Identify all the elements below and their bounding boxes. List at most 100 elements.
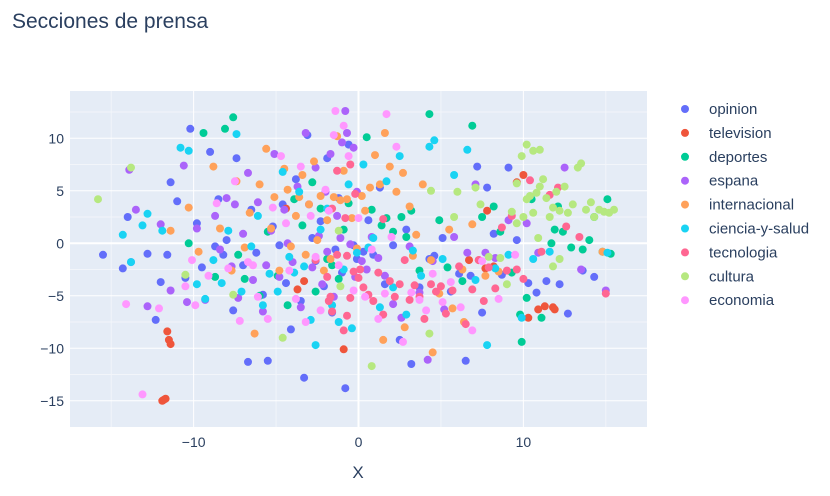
point-ciencia-y-salud — [127, 258, 135, 267]
y-tick-label: 10 — [48, 130, 64, 146]
legend-marker — [681, 248, 689, 257]
point-tecnologia — [410, 281, 419, 290]
point-cultura — [532, 188, 541, 197]
point-opinion — [532, 288, 541, 297]
point-economia — [438, 298, 447, 307]
point-internacional — [184, 203, 193, 212]
point-tecnologia — [379, 215, 388, 224]
legend-item-deportes[interactable]: deportes — [681, 149, 767, 166]
point-opinion — [99, 250, 107, 259]
point-opinion — [483, 183, 492, 192]
point-economia — [306, 211, 315, 220]
point-opinion — [291, 175, 300, 184]
point-opinion — [229, 306, 238, 315]
point-economia — [277, 152, 285, 161]
point-opinion — [590, 272, 599, 281]
point-espana — [192, 224, 201, 233]
point-internacional — [209, 162, 218, 171]
point-cultura — [367, 362, 376, 371]
point-tecnologia — [343, 311, 351, 320]
point-tecnologia — [390, 292, 399, 301]
point-espana — [349, 143, 358, 152]
point-deportes — [489, 202, 498, 211]
point-economia — [331, 107, 340, 115]
legend-item-cultura[interactable]: cultura — [681, 268, 755, 285]
point-internacional — [194, 247, 203, 256]
point-deportes — [547, 239, 556, 248]
point-tecnologia — [441, 309, 450, 318]
point-tecnologia — [395, 280, 404, 289]
point-opinion — [197, 263, 206, 272]
point-deportes — [199, 129, 208, 137]
point-ciencia-y-salud — [209, 256, 218, 265]
point-tecnologia — [405, 295, 414, 304]
point-opinion — [512, 236, 521, 245]
point-tecnologia — [359, 283, 368, 292]
x-tick-label: 10 — [516, 434, 532, 450]
point-ciencia-y-salud — [517, 313, 526, 322]
point-tecnologia — [420, 314, 429, 323]
point-cultura — [529, 146, 538, 155]
point-opinion — [438, 234, 447, 242]
point-tecnologia — [354, 273, 363, 282]
point-ciencia-y-salud — [463, 145, 472, 154]
legend-label: ciencia-y-salud — [709, 221, 809, 238]
point-opinion — [118, 264, 127, 273]
point-cultura — [476, 200, 485, 209]
point-cultura — [549, 203, 557, 212]
point-opinion — [402, 225, 411, 234]
point-ciencia-y-salud — [402, 310, 411, 319]
point-espana — [343, 129, 351, 137]
point-opinion — [173, 197, 182, 206]
point-internacional — [427, 256, 435, 265]
point-tecnologia — [333, 250, 342, 259]
point-opinion — [186, 124, 195, 133]
point-opinion — [232, 154, 241, 163]
legend[interactable]: opinion television deportes espana internaci… — [681, 101, 809, 309]
point-espana — [262, 261, 271, 270]
point-opinion — [151, 315, 160, 324]
x-tick-label: −10 — [182, 434, 206, 450]
legend-item-television[interactable]: television — [681, 125, 772, 142]
point-cultura — [590, 213, 599, 221]
point-cultura — [534, 234, 543, 242]
point-ciencia-y-salud — [138, 221, 147, 230]
point-ciencia-y-salud — [192, 280, 201, 289]
point-ciencia-y-salud — [352, 248, 361, 257]
point-internacional — [166, 226, 175, 235]
legend-item-internacional[interactable]: internacional — [681, 197, 794, 214]
point-ciencia-y-salud — [158, 226, 167, 235]
point-cultura — [563, 208, 572, 217]
point-cultura — [127, 163, 135, 172]
legend-item-economia[interactable]: economia — [681, 292, 775, 309]
legend-item-opinion[interactable]: opinion — [681, 101, 757, 118]
point-espana — [131, 205, 140, 214]
axis-ticks: −10 0 10 −15 −10 −5 0 5 10 — [40, 130, 531, 450]
point-ciencia-y-salud — [224, 226, 233, 235]
legend-item-ciencia-y-salud[interactable]: ciencia-y-salud — [681, 221, 809, 238]
point-opinion — [489, 229, 498, 238]
point-espana — [522, 219, 531, 228]
point-espana — [308, 263, 317, 272]
point-espana — [374, 254, 383, 262]
point-opinion — [123, 213, 132, 221]
point-tecnologia — [519, 274, 528, 283]
point-opinion — [542, 277, 551, 286]
point-espana — [560, 163, 569, 172]
point-internacional — [361, 206, 370, 215]
point-espana — [338, 138, 346, 147]
point-deportes — [211, 272, 220, 281]
point-internacional — [428, 348, 437, 357]
y-tick-label: 5 — [56, 183, 64, 199]
point-ciencia-y-salud — [334, 318, 343, 326]
point-tecnologia — [526, 176, 534, 185]
legend-item-espana[interactable]: espana — [681, 173, 759, 190]
point-cultura — [496, 254, 505, 262]
point-espana — [463, 248, 472, 257]
point-economia — [253, 292, 262, 301]
point-espana — [301, 129, 310, 137]
point-cultura — [535, 145, 544, 154]
point-tecnologia — [512, 265, 521, 274]
legend-item-tecnologia[interactable]: tecnologia — [681, 244, 778, 261]
point-internacional — [392, 187, 401, 196]
